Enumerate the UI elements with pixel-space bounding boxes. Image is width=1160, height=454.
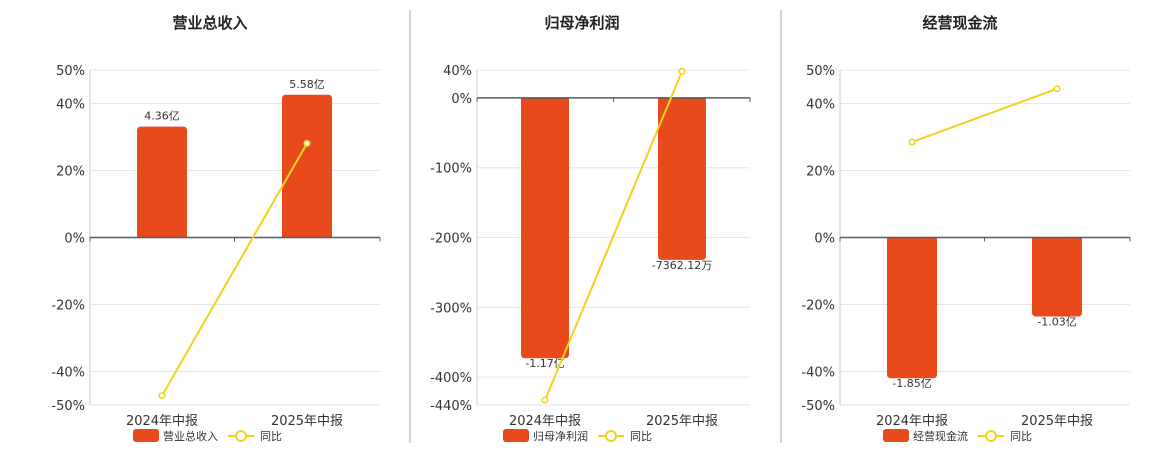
legend: 营业总收入 同比 (133, 429, 282, 443)
x-category-label: 2024年中报 (509, 414, 581, 429)
chart-3: 经营现金流 -50% -40% -20% 0% 20% 40% 50% -1.85亿 -1.03亿… (801, 14, 1131, 443)
y-tick-label: -440% (430, 399, 472, 414)
yoy-line (544, 71, 683, 401)
bar-2 (1032, 237, 1082, 317)
legend-bar-label: 归母净利润 (533, 429, 588, 443)
y-tick-label: 0% (451, 92, 472, 107)
bar-data-label: -1.85亿 (892, 377, 931, 390)
chart-title: 归母净利润 (544, 14, 619, 32)
y-tick-label: 0% (64, 232, 85, 247)
y-tick-label: -40% (801, 366, 835, 381)
bar-1 (521, 97, 569, 359)
y-tick-label: 20% (806, 165, 835, 180)
y-tick-label: 0% (814, 232, 835, 247)
legend-bar-swatch (503, 429, 529, 442)
yoy-point (158, 392, 166, 400)
y-tick-label: 50% (56, 64, 85, 79)
legend-line-marker (605, 430, 617, 442)
x-category-label: 2025年中报 (646, 414, 718, 429)
bar-2 (658, 97, 706, 260)
bar-1 (137, 126, 187, 238)
legend-bar-label: 经营现金流 (913, 429, 968, 443)
y-tick-label: 50% (806, 64, 835, 79)
legend-bar-swatch (133, 429, 159, 442)
yoy-point (678, 67, 686, 75)
yoy-point (1053, 85, 1061, 93)
chart-title: 营业总收入 (172, 14, 247, 32)
yoy-line (161, 142, 308, 397)
y-tick-label: -100% (430, 162, 472, 177)
chart-1: 营业总收入 -50% -40% -20% 0% 20% 40% 50% 4.36亿 5.58亿 20… (51, 14, 381, 443)
y-tick-label: -40% (51, 366, 85, 381)
bar-data-label: -1.03亿 (1037, 316, 1076, 329)
legend-line-marker (985, 430, 997, 442)
y-tick-label: 40% (806, 98, 835, 113)
y-tick-label: -20% (51, 299, 85, 314)
bar-1 (887, 237, 937, 379)
yoy-line (911, 87, 1058, 143)
y-tick-label: -50% (801, 399, 835, 414)
y-tick-label: -50% (51, 399, 85, 414)
x-category-label: 2025年中报 (271, 414, 343, 429)
legend-line-label: 同比 (1010, 430, 1032, 443)
y-tick-label: 20% (56, 165, 85, 180)
legend: 经营现金流 同比 (883, 429, 1032, 443)
yoy-point (908, 138, 916, 146)
legend-bar-swatch (883, 429, 909, 442)
chart-2: 归母净利润 -440% -400% -300% -200% -100% 0% 40% -1.17… (430, 14, 751, 443)
bar-data-label: -1.17亿 (525, 357, 564, 370)
y-tick-label: -300% (430, 301, 472, 316)
bar-2 (282, 94, 332, 238)
legend-line-label: 同比 (630, 430, 652, 443)
y-tick-label: 40% (443, 64, 472, 79)
yoy-point (541, 396, 549, 404)
bar-data-label: -7362.12万 (652, 259, 712, 272)
legend-bar-label: 营业总收入 (163, 429, 218, 443)
bar-data-label: 4.36亿 (144, 110, 180, 123)
y-tick-label: -400% (430, 371, 472, 386)
x-category-label: 2024年中报 (126, 414, 198, 429)
legend-line-marker (235, 430, 247, 442)
chart-title: 经营现金流 (922, 14, 997, 32)
x-category-label: 2024年中报 (876, 414, 948, 429)
x-category-label: 2025年中报 (1021, 414, 1093, 429)
legend-line-label: 同比 (260, 430, 282, 443)
legend: 归母净利润 同比 (503, 429, 652, 443)
bar-data-label: 5.58亿 (289, 78, 325, 91)
y-tick-label: 40% (56, 98, 85, 113)
y-tick-label: -200% (430, 232, 472, 247)
y-tick-label: -20% (801, 299, 835, 314)
yoy-point (303, 139, 311, 147)
